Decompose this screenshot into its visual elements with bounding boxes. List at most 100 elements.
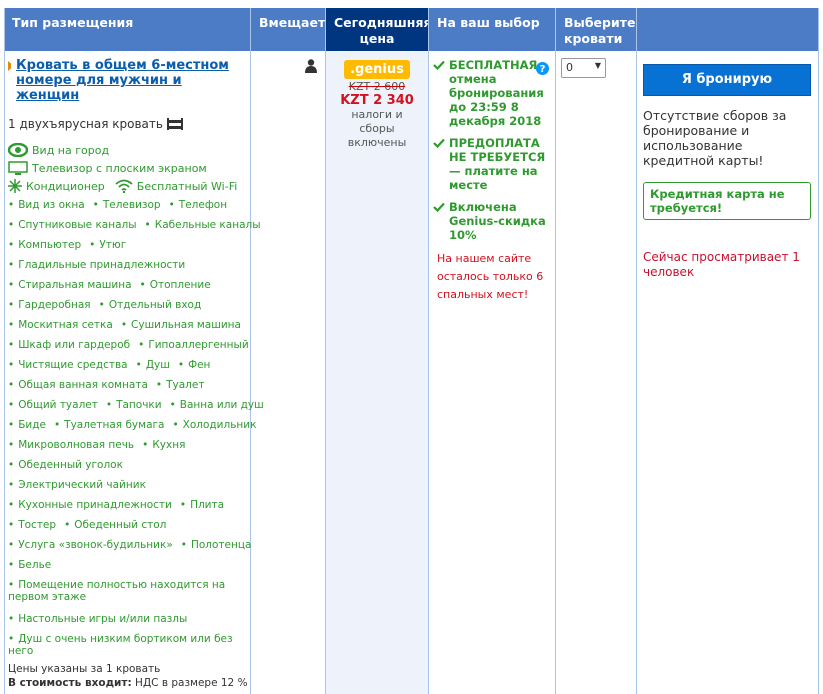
wifi-icon [115,179,133,193]
select-value: 0 [566,61,573,74]
amenity-row: • Общая ванная комната • Туалет [8,375,244,395]
amenity-row: • Микроволновая печь • Кухня [8,435,244,455]
amenity: • Помещение полностью находится на первом… [8,579,226,603]
info-icon: ? [536,62,549,75]
condition-title: Включена [449,200,517,214]
amenity: • Туалет [155,379,205,391]
amenity: • Гладильные принадлежности [8,259,186,271]
amenity: • Москитная сетка [8,319,113,331]
arrow-icon [8,61,12,71]
amenity-row: • Биде • Туалетная бумага • Холодильник [8,415,256,435]
booking-note: Отсутствие сборов за бронирование и испо… [643,108,787,168]
amenity-row: • Услуга «звонок-будильник» • Полотенца [8,535,251,555]
amenity: • Кабельные каналы [144,219,261,231]
amenity-row: • Электрический чайник [8,475,244,495]
price-col-bg [326,51,428,694]
condition-text: ПРЕДОПЛАТА НЕ ТРЕБУЕТСЯ — платите на мес… [449,136,551,192]
amenity: • Телефон [168,199,228,211]
amenity: • Холодильник [172,419,257,431]
facility: Кондиционер [26,179,105,193]
amenity: • Белье [8,559,52,571]
check-icon [433,202,445,212]
amenity: • Тостер [8,519,57,531]
amenity-row: • Гладильные принадлежности [8,255,244,275]
card-note: Кредитная карта не требуется! [643,182,811,220]
col-header: На ваш выбор [429,8,555,51]
amenity: • Туалетная бумага [53,419,165,431]
amenity-row: • Компьютер • Утюг [8,235,244,255]
amenity: • Обеденный стол [64,519,167,531]
condition: БЕСПЛАТНАЯ отмена бронирования до 23:59 … [433,58,551,128]
amenity: • Спутниковые каналы [8,219,137,231]
amenity: • Биде [8,419,46,431]
amenity: • Отопление [139,279,211,291]
amenity: • Отдельный вход [98,299,202,311]
amenity: • Гардеробная [8,299,91,311]
book-button[interactable]: Я бронирую [643,64,811,96]
snow-icon [8,179,22,193]
condition-body: отмена бронирования до 23:59 8 декабря 2… [449,72,544,128]
amenities: • Вид из окна • Телевизор • Телефон • Спутников… [8,195,264,663]
old-price: KZT 2 600 [348,80,406,93]
amenity: • Полотенца [180,539,252,551]
room-title[interactable]: Кровать в общем 6-местном номере для муж… [16,58,229,103]
condition-body: — платите на месте [449,164,538,192]
genius-badge: .genius [344,60,410,79]
amenity-row: • Москитная сетка • Сушильная машина [8,315,244,335]
condition-title: БЕСПЛАТНАЯ [449,58,538,72]
check-icon [433,138,445,148]
amenity: • Гипоаллергенный [138,339,249,351]
amenity-row: • Душ с очень низким бортиком или без нег… [8,629,244,663]
facility: Бесплатный Wi-Fi [136,179,238,193]
bed-icon [166,118,183,130]
included: НДС в размере 12 % [135,677,248,689]
amenity-row: • Белье [8,555,244,575]
amenity: • Кухня [142,439,186,451]
amenity: • Сушильная машина [120,319,241,331]
col-header: Сегодняшняя цена [326,8,432,51]
amenity: • Ванна или душ [169,399,264,411]
amenity-row: • Стиральная машина • Отопление [8,275,244,295]
bed-select[interactable]: 0 ▼ [561,58,606,78]
condition-text: Включена Genius-скидка 10% [449,200,551,242]
amenity: • Душ с очень низким бортиком или без нег… [8,633,233,657]
tv-icon [8,161,28,175]
amenity: • Стиральная машина [8,279,132,291]
amenity: • Общий туалет [8,399,98,411]
amenity: • Тапочки [105,399,162,411]
amenity-row: • Гардеробная • Отдельный вход [8,295,244,315]
check-icon [433,60,445,70]
svg-text:?: ? [540,64,546,75]
bed-text: 1 двухъярусная кровать [8,117,163,131]
amenity: • Вид из окна [8,199,85,211]
amenity-row: • Обеденный уголок [8,455,244,475]
amenity: • Услуга «звонок-будильник» [8,539,173,551]
amenity: • Чистящие средства [8,359,128,371]
amenity: • Настольные игры и/или пазлы [8,613,188,625]
amenity: • Телевизор [92,199,161,211]
facility: Телевизор с плоским экраном [32,161,207,175]
amenity-row: • Чистящие средства • Душ • Фен [8,355,244,375]
amenity: • Шкаф или гардероб [8,339,131,351]
amenity-row: • Помещение полностью находится на первом… [8,575,244,609]
conditions-cell: БЕСПЛАТНАЯ отмена бронирования до 23:59 … [433,58,551,304]
amenity: • Кухонные принадлежности [8,499,172,511]
price-cell: .genius KZT 2 600 KZT 2 340 налоги и сбо… [326,58,428,150]
condition-text: БЕСПЛАТНАЯ отмена бронирования до 23:59 … [449,58,551,128]
condition-body: Genius-скидка 10% [449,214,546,242]
col-header: Выберите кровати [556,8,636,51]
eye-icon [8,143,28,157]
amenity-row: • Кухонные принадлежности • Плита [8,495,244,515]
facility: Вид на город [32,143,110,157]
scarcity: На нашем сайте осталось только 6 спальны… [437,252,544,301]
amenity-row: • Настольные игры и/или пазлы [8,609,244,629]
price-note: Цены указаны за 1 кровать [8,663,161,675]
price-note: налоги и сборы включены [347,108,407,149]
amenity: • Душ [135,359,170,371]
new-price: KZT 2 340 [340,93,414,108]
amenity: • Компьютер [8,239,82,251]
amenity: • Общая ванная комната [8,379,148,391]
included-label: В стоимость входит: [8,677,132,689]
col-header: Вмещает [251,8,325,51]
